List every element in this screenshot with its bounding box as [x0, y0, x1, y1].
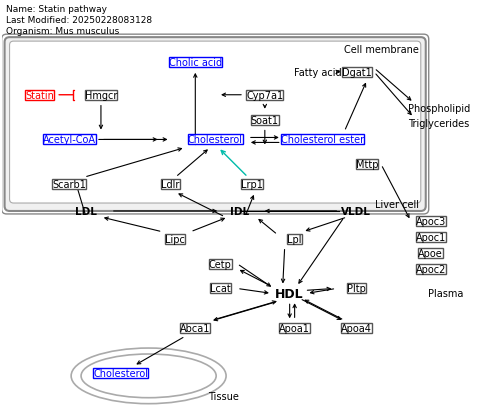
- Text: Lcat: Lcat: [210, 284, 230, 294]
- Text: IDL: IDL: [230, 206, 250, 216]
- Text: Statin: Statin: [25, 90, 54, 100]
- Text: Tissue: Tissue: [208, 391, 239, 401]
- Text: Triglycerides: Triglycerides: [408, 118, 469, 128]
- Text: Apoa4: Apoa4: [341, 323, 372, 333]
- Text: VLDL: VLDL: [341, 206, 371, 216]
- Text: Apoc3: Apoc3: [416, 216, 446, 226]
- Text: Hmgcr: Hmgcr: [85, 90, 117, 100]
- Ellipse shape: [81, 354, 216, 398]
- Text: Soat1: Soat1: [251, 115, 279, 125]
- Text: Cetp: Cetp: [209, 259, 231, 269]
- Text: LDL: LDL: [75, 206, 97, 216]
- Text: Scarb1: Scarb1: [52, 180, 86, 190]
- Text: Apoc2: Apoc2: [416, 264, 446, 274]
- Text: Dgat1: Dgat1: [342, 68, 372, 78]
- Text: Mttp: Mttp: [356, 160, 378, 170]
- Text: Pltp: Pltp: [347, 284, 366, 294]
- Text: Acetyl-CoA: Acetyl-CoA: [43, 135, 96, 145]
- Text: Cholic acid: Cholic acid: [169, 58, 222, 68]
- Text: Liver cell: Liver cell: [375, 199, 419, 209]
- Text: Name: Statin pathway: Name: Statin pathway: [6, 5, 107, 14]
- Text: HDL: HDL: [276, 287, 304, 300]
- Text: Apoc1: Apoc1: [416, 232, 446, 242]
- Text: Lpl: Lpl: [288, 234, 302, 244]
- Text: Last Modified: 20250228083128: Last Modified: 20250228083128: [6, 16, 152, 25]
- FancyBboxPatch shape: [10, 42, 421, 204]
- Text: Lipc: Lipc: [166, 234, 185, 244]
- Text: Apoe: Apoe: [419, 248, 443, 258]
- Text: Ldlr: Ldlr: [161, 180, 180, 190]
- Text: Cyp7a1: Cyp7a1: [246, 90, 283, 100]
- Text: Plasma: Plasma: [428, 289, 464, 299]
- Text: Cholesterol: Cholesterol: [188, 135, 243, 145]
- Text: Phospholipid: Phospholipid: [408, 103, 470, 114]
- FancyBboxPatch shape: [5, 38, 426, 211]
- Text: Abca1: Abca1: [180, 323, 211, 333]
- Text: Fatty acid: Fatty acid: [294, 68, 341, 78]
- Text: Apoa1: Apoa1: [279, 323, 310, 333]
- Text: Cell membrane: Cell membrane: [344, 45, 419, 55]
- Text: Cholesterol: Cholesterol: [93, 368, 148, 378]
- Text: Cholesterol ester: Cholesterol ester: [281, 135, 364, 145]
- Text: Organism: Mus musculus: Organism: Mus musculus: [6, 27, 119, 36]
- Text: Lrp1: Lrp1: [241, 180, 263, 190]
